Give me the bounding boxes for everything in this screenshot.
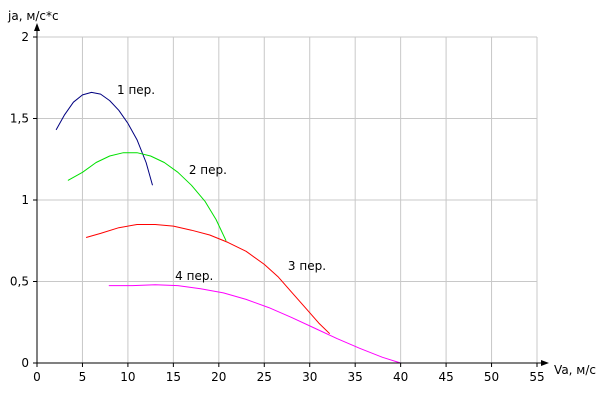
series-labels: 1 пер. 2 пер. 3 пер. 4 пер.	[117, 83, 326, 283]
x-tick-label: 10	[120, 370, 135, 384]
x-tick-label: 5	[79, 370, 87, 384]
y-axis-arrow	[34, 23, 40, 31]
series-line-1	[55, 91, 153, 186]
series-label-4: 4 пер.	[175, 269, 213, 283]
x-axis-arrow	[541, 360, 549, 366]
series-line-2	[67, 152, 227, 242]
tick-marks	[33, 36, 538, 367]
series-line-4	[108, 284, 401, 364]
y-tick-label: 1	[21, 193, 29, 207]
y-tick-label: 1,5	[10, 112, 29, 126]
series-lines	[55, 91, 401, 364]
y-tick-label: 0	[21, 356, 29, 370]
series-label-3: 3 пер.	[288, 259, 326, 273]
series-label-2: 2 пер.	[189, 163, 227, 177]
x-tick-label: 15	[166, 370, 181, 384]
series-label-1: 1 пер.	[117, 83, 155, 97]
grid-lines	[37, 36, 538, 363]
x-tick-label: 30	[302, 370, 317, 384]
x-axis-title: Va, м/с	[554, 363, 596, 377]
x-tick-label: 45	[438, 370, 453, 384]
x-tick-label: 0	[33, 370, 41, 384]
y-axis-title: ja, м/с*с	[7, 9, 59, 23]
x-tick-label: 20	[211, 370, 226, 384]
x-tick-label: 35	[348, 370, 363, 384]
y-tick-label: 2	[21, 30, 29, 44]
x-tick-label: 40	[393, 370, 408, 384]
x-tick-label: 25	[257, 370, 272, 384]
axes	[34, 23, 549, 366]
tick-labels: 0 5 10 15 20 25 30 35 40 45 50 55 0 0,5 1 1,5 2	[10, 30, 545, 384]
x-tick-label: 50	[484, 370, 499, 384]
x-tick-label: 55	[529, 370, 544, 384]
y-tick-label: 0,5	[10, 275, 29, 289]
series-line-3	[85, 224, 331, 335]
